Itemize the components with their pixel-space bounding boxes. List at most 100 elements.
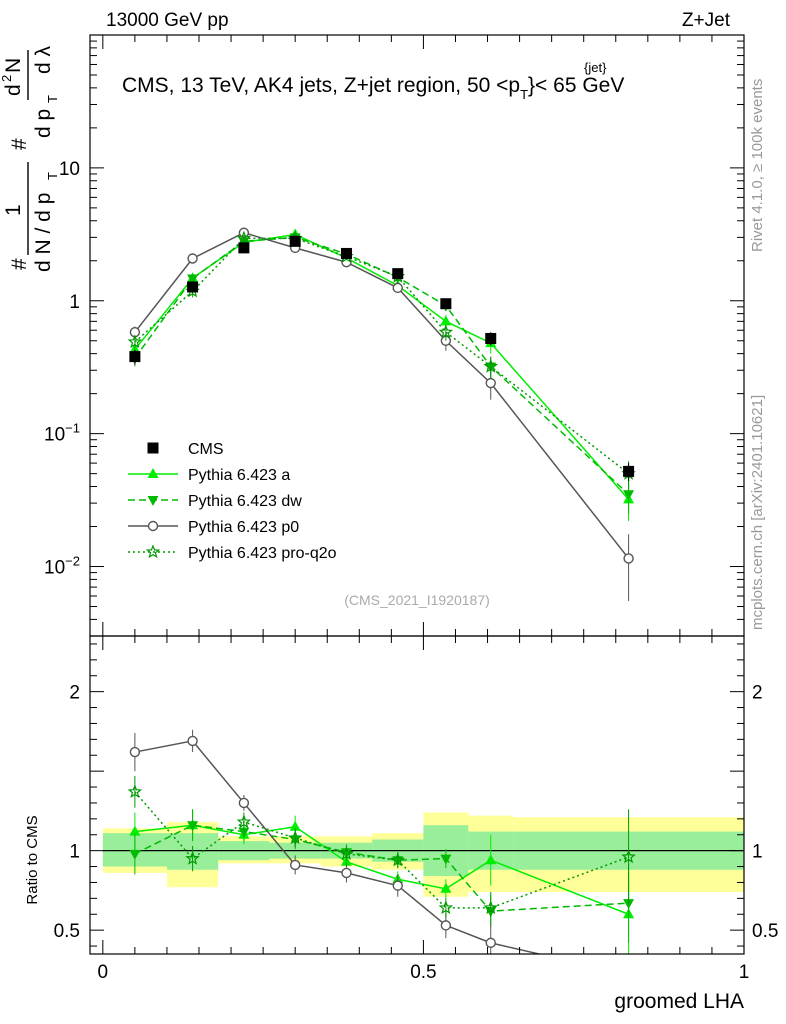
legend-item-pythia-6-423-p0: Pythia 6.423 p0 [128, 519, 299, 536]
upper-y-axis-label: # 1 d N / d p T # d p T d 2 N d λ [0, 45, 60, 272]
legend: CMS Pythia 6.423 a Pythia 6.423 dw Pythia 6… [128, 441, 337, 562]
ratio-data-point [485, 854, 497, 865]
ratio-data-point [392, 880, 403, 891]
x-axis-label: groomed LHA [614, 990, 744, 1013]
legend-marker [147, 468, 159, 478]
data-point [187, 274, 199, 285]
x-tick-label: 0 [98, 962, 109, 983]
data-point [129, 351, 141, 363]
legend-marker [147, 442, 159, 454]
ratio-panel: 0 0.5 10.5 0.51 12 2 [54, 635, 778, 983]
ylabel-dlambda: d λ [32, 45, 55, 74]
y-tick-label: 1 [69, 292, 80, 313]
ratio-data-point [390, 852, 406, 867]
ratio-y-tick-label: 2 [69, 683, 80, 704]
data-point [392, 268, 404, 280]
data-point [340, 247, 352, 259]
data-point [485, 332, 497, 344]
ratio-data-point [440, 882, 452, 893]
ylabel-dp: d p [32, 109, 55, 138]
main-plot-content [127, 227, 636, 602]
data-point [129, 343, 141, 354]
ratio-data-point [236, 814, 252, 829]
ratio-panel-frame [89, 635, 745, 955]
legend-marker [147, 496, 159, 506]
ylabel-dp-subscript: T [45, 95, 60, 103]
ratio-data-point [624, 970, 633, 979]
ylabel-hash-1: # [8, 258, 31, 270]
ratio-data-point [485, 937, 496, 949]
x-tick-label: 1 [739, 962, 750, 983]
legend-marker [147, 520, 159, 532]
ratio-y-tick-label-right: 2 [752, 683, 763, 704]
series-line-pythia-6-423-pro-q2o [134, 237, 630, 475]
data-point [440, 315, 452, 326]
ylabel-dn-dpt: d N / d p [32, 193, 55, 272]
ratio-data-point [341, 867, 352, 879]
y-tick-label: 10−2 [44, 554, 80, 579]
data-point [127, 334, 143, 349]
legend-label: Pythia 6.423 dw [188, 493, 302, 510]
ratio-y-tick-label-right: 1 [752, 842, 763, 863]
main-panel: 10−2 10−1 1 10 CMS, 13 TeV, AK4 jets, Z+jet… [44, 34, 745, 637]
rivet-version-label: Rivet 4.1.0, ≥ 100k events [749, 79, 766, 252]
ratio-series-pythia-6-423-pro-q2o [127, 775, 636, 924]
data-point [438, 324, 454, 339]
ylabel-n: N [2, 58, 25, 73]
legend-label: CMS [188, 441, 224, 458]
main-axes: 10−2 10−1 1 10 [44, 35, 745, 637]
ratio-data-point [127, 784, 143, 798]
plot-title-main: CMS, 13 TeV, AK4 jets, Z+jet region, 50 … [122, 74, 520, 97]
ratio-plot-content [102, 729, 744, 979]
ratio-data-point [129, 849, 141, 860]
ylabel-one: 1 [2, 204, 25, 216]
data-point [485, 377, 496, 389]
mcplots-reference-label: mcplots.cern.ch [arXiv:2401.10621] [749, 395, 766, 630]
ratio-data-point [238, 827, 250, 838]
ratio-data-point [289, 859, 301, 871]
ratio-data-point [440, 854, 452, 865]
ratio-clipped-content [102, 729, 744, 979]
ratio-y-tick-label-right: 0.5 [752, 921, 778, 942]
legend-item-pythia-6-423-pro-q2o: Pythia 6.423 pro-q2o [128, 544, 337, 562]
ratio-data-point [187, 735, 198, 747]
data-point [236, 230, 252, 245]
data-point [289, 235, 301, 247]
plot-title-end: }< 65 GeV [528, 74, 624, 97]
data-point [187, 253, 198, 264]
process-label: Z+Jet [682, 10, 731, 31]
ratio-data-point [339, 846, 354, 861]
energy-label: 13000 GeV pp [106, 10, 229, 31]
ratio-data-point [438, 900, 454, 915]
ratio-data-point [187, 821, 199, 832]
data-point [238, 242, 250, 254]
data-point [623, 490, 635, 501]
ratio-data-point [238, 797, 250, 809]
data-point [623, 553, 634, 564]
y-tick-label: 10−1 [44, 421, 80, 446]
legend-item-cms: CMS [147, 441, 224, 458]
ratio-data-point [287, 830, 303, 845]
series-cms [129, 235, 635, 482]
x-tick-label: 0.5 [410, 962, 436, 983]
ratio-series-pythia-6-423-p0 [129, 729, 633, 979]
plot-title-superscript: {jet} [584, 60, 607, 75]
ratio-y-tick-label: 1 [69, 842, 80, 863]
ratio-data-point [129, 746, 141, 758]
legend-item-pythia-6-423-a: Pythia 6.423 a [128, 467, 290, 484]
ratio-data-point [289, 820, 301, 831]
ratio-data-point [440, 920, 452, 931]
plot-title-subscript: T [520, 87, 528, 102]
ylabel-pt-subscript: T [45, 172, 60, 180]
ratio-data-point [621, 849, 636, 864]
legend-marker [145, 544, 161, 559]
data-point [392, 282, 403, 294]
ylabel-hash-2: # [8, 138, 31, 150]
lower-y-axis-label: Ratio to CMS [24, 815, 41, 904]
data-point [623, 465, 635, 477]
ylabel-exponent-two: 2 [0, 75, 14, 82]
ylabel-d: d [2, 84, 25, 96]
legend-item-pythia-6-423-dw: Pythia 6.423 dw [128, 493, 302, 510]
data-point [483, 358, 499, 373]
